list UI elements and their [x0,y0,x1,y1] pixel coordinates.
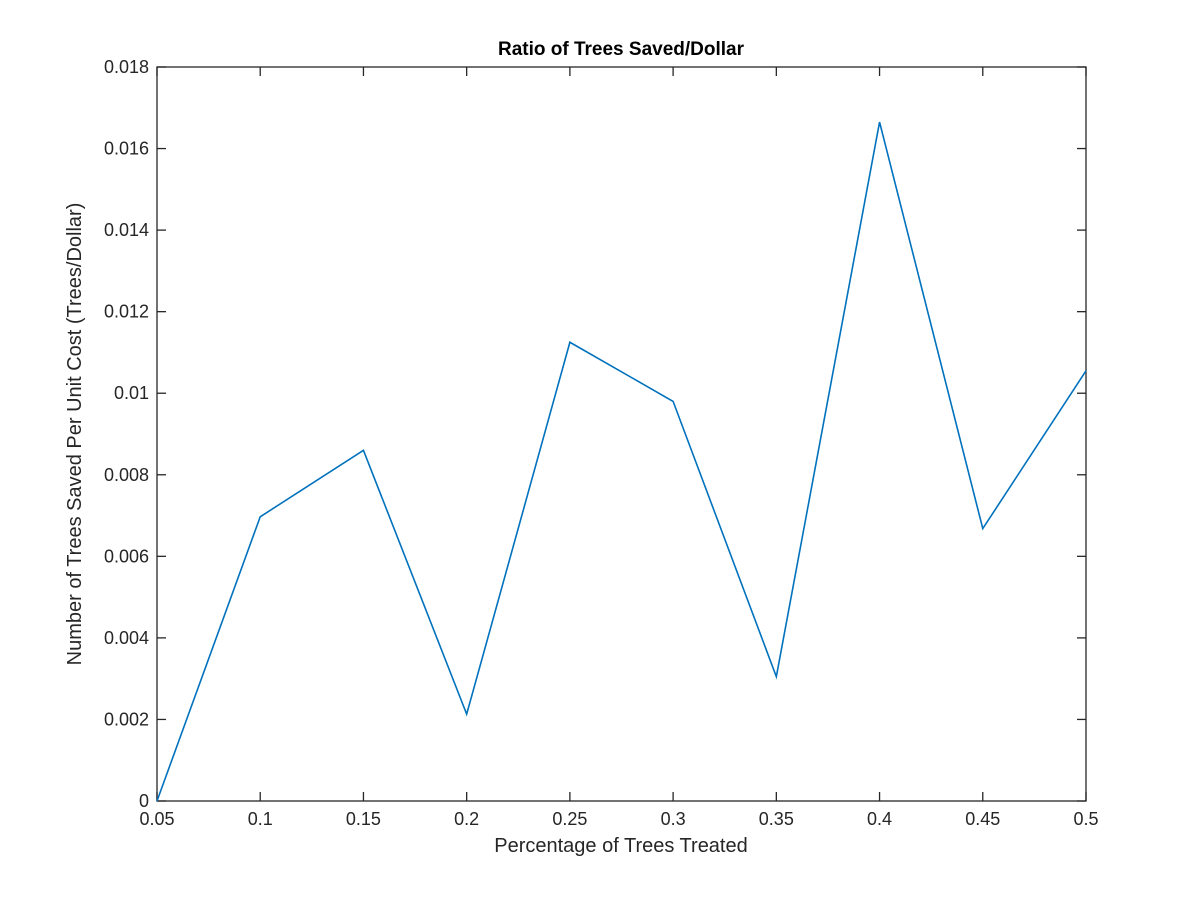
chart-title: Ratio of Trees Saved/Dollar [498,39,745,60]
y-tick-label: 0.012 [104,302,149,322]
x-tick-label: 0.45 [965,809,1000,829]
y-tick-label: 0.01 [114,383,149,403]
x-tick-label: 0.15 [346,809,381,829]
y-tick-label: 0.018 [104,57,149,77]
y-tick-label: 0.004 [104,628,149,648]
x-axis-label: Percentage of Trees Treated [494,835,748,857]
x-tick-label: 0.25 [552,809,587,829]
series-layer [156,121,1087,802]
x-tick-label: 0.05 [139,809,174,829]
x-tick-label: 0.3 [661,809,686,829]
x-tick-label: 0.2 [454,809,479,829]
x-tick-label: 0.35 [759,809,794,829]
plot-area-frame [156,66,1087,802]
x-tick-label: 0.1 [248,809,273,829]
y-tick-label: 0.002 [104,709,149,729]
y-tick-label: 0.008 [104,465,149,485]
series-line [156,121,1087,802]
y-axis-label: Number of Trees Saved Per Unit Cost (Tre… [64,203,86,666]
y-tick-label: 0.006 [104,546,149,566]
y-tick-label: 0 [139,791,149,811]
y-tick-label: 0.014 [104,220,149,240]
x-tick-label: 0.4 [867,809,892,829]
axis-ticks: 0.05 0.1 0.15 0.2 0.25 0.3 0.35 0.4 0.45 0.5 0 0.00… [104,57,1099,829]
x-tick-label: 0.5 [1073,809,1098,829]
y-tick-label: 0.016 [104,139,149,159]
